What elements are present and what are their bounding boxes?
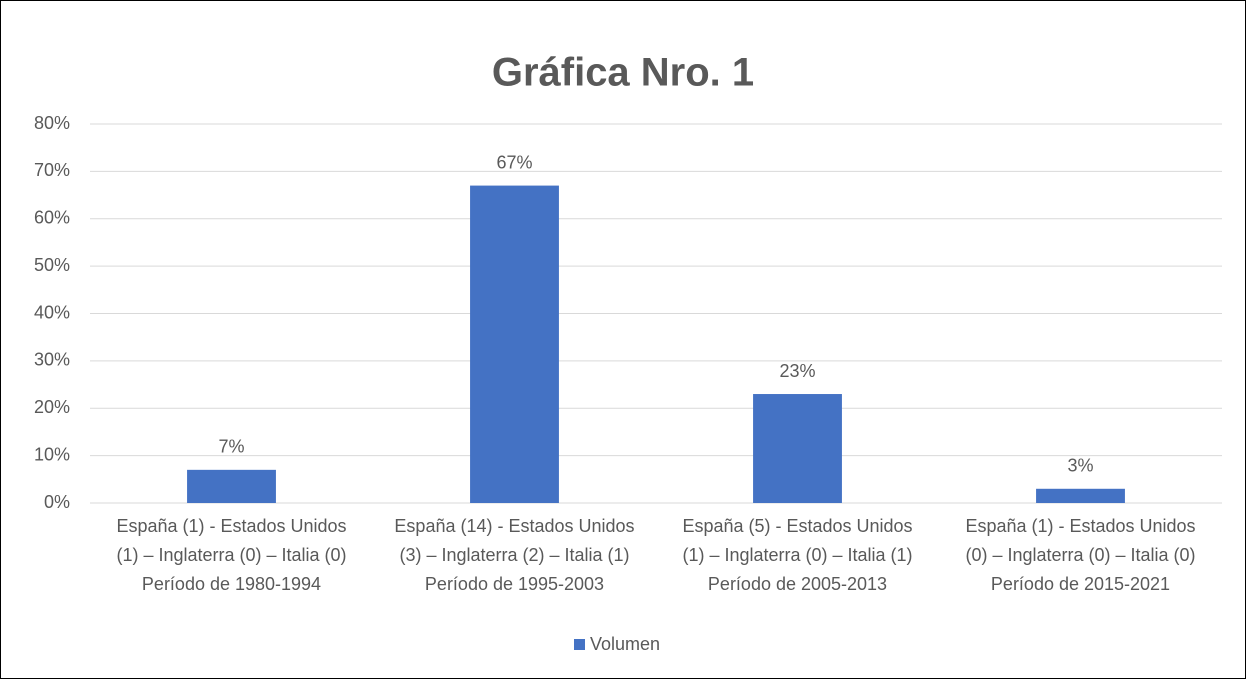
bar [187,469,276,503]
y-tick-label: 80% [34,113,70,133]
x-tick-label: España (1) - Estados Unidos (0) – Inglate… [965,516,1195,594]
bar [470,185,559,503]
y-tick-label: 50% [34,255,70,275]
y-tick-label: 20% [34,397,70,417]
legend-label: Volumen [590,634,660,654]
chart-title: Gráfica Nro. 1 [492,51,754,95]
x-tick-label: España (14) - Estados Unidos (3) – Inglat… [394,516,634,594]
value-label: 3% [1067,456,1093,476]
x-tick-label: España (5) - Estados Unidos (1) – Inglate… [682,516,912,594]
y-tick-label: 0% [44,492,70,512]
value-label: 23% [779,361,815,381]
y-tick-label: 10% [34,444,70,464]
value-label: 67% [496,152,532,172]
bar [1036,488,1125,503]
legend-swatch [574,639,585,650]
value-label: 7% [218,437,244,457]
y-tick-label: 40% [34,302,70,322]
y-tick-label: 30% [34,350,70,370]
x-tick-label: España (1) - Estados Unidos (1) – Inglate… [116,516,346,594]
y-tick-label: 60% [34,208,70,228]
bar [753,394,842,503]
y-tick-label: 70% [34,160,70,180]
